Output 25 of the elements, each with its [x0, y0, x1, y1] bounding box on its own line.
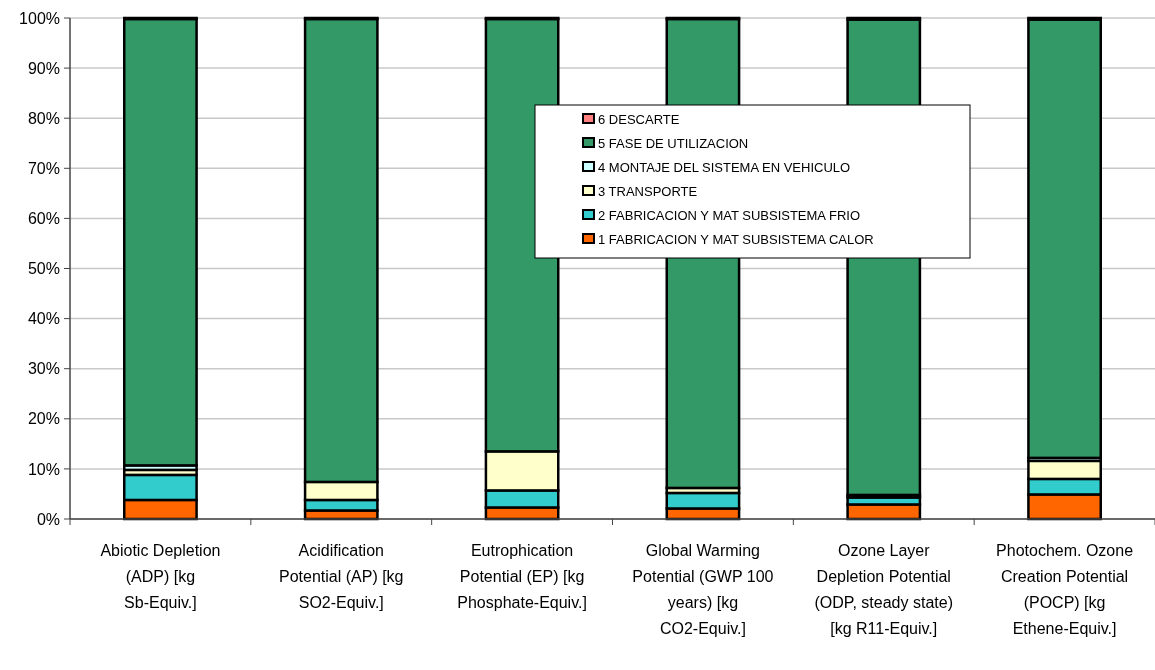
y-tick-label: 30% — [27, 360, 60, 378]
legend-label: 5 FASE DE UTILIZACION — [598, 135, 749, 151]
x-tick-label: Ozone Layer Depletion Potential (ODP, steady state) [kg R11-Equiv.] — [814, 542, 953, 637]
legend-label: 3 TRANSPORTE — [598, 183, 698, 199]
legend-label: 4 MONTAJE DEL SISTEMA EN VEHICULO — [598, 159, 851, 175]
x-tick-label: Photochem. Ozone Creation Potential (POCP) [kg Ethene-Equiv.] — [996, 542, 1134, 637]
x-tick-label: Acidification Potential (AP) [kg SO2-Equiv.] — [279, 542, 404, 611]
y-tick-label: 0% — [36, 510, 60, 528]
y-tick-label: 100% — [19, 9, 60, 27]
bar — [1027, 18, 1102, 460]
y-tick-label: 20% — [27, 410, 60, 428]
x-tick-label: Abiotic Depletion (ADP) [kg Sb-Equiv.] — [100, 542, 221, 611]
x-tick-label: Eutrophication Potential (EP) [kg Phosphate-Equiv.] — [457, 542, 587, 611]
y-tick-label: 70% — [27, 159, 60, 177]
y-tick-label: 10% — [27, 460, 60, 478]
bar — [123, 17, 198, 467]
y-tick-label: 90% — [27, 59, 60, 77]
x-tick-label: Global Warming Potential (GWP 100 years) [kg CO2-Equiv.] — [632, 542, 774, 637]
y-tick-label: 80% — [27, 109, 60, 127]
legend-label: 6 DESCARTE — [598, 111, 680, 127]
y-tick-label: 60% — [27, 210, 60, 227]
y-tick-label: 40% — [27, 310, 60, 328]
legend-label: 2 FABRICACION Y MAT SUBSISTEMA FRIO — [598, 207, 860, 223]
legend-label: 1 FABRICACION Y MAT SUBSISTEMA CALOR — [598, 231, 874, 247]
y-tick-label: 50% — [27, 260, 60, 278]
